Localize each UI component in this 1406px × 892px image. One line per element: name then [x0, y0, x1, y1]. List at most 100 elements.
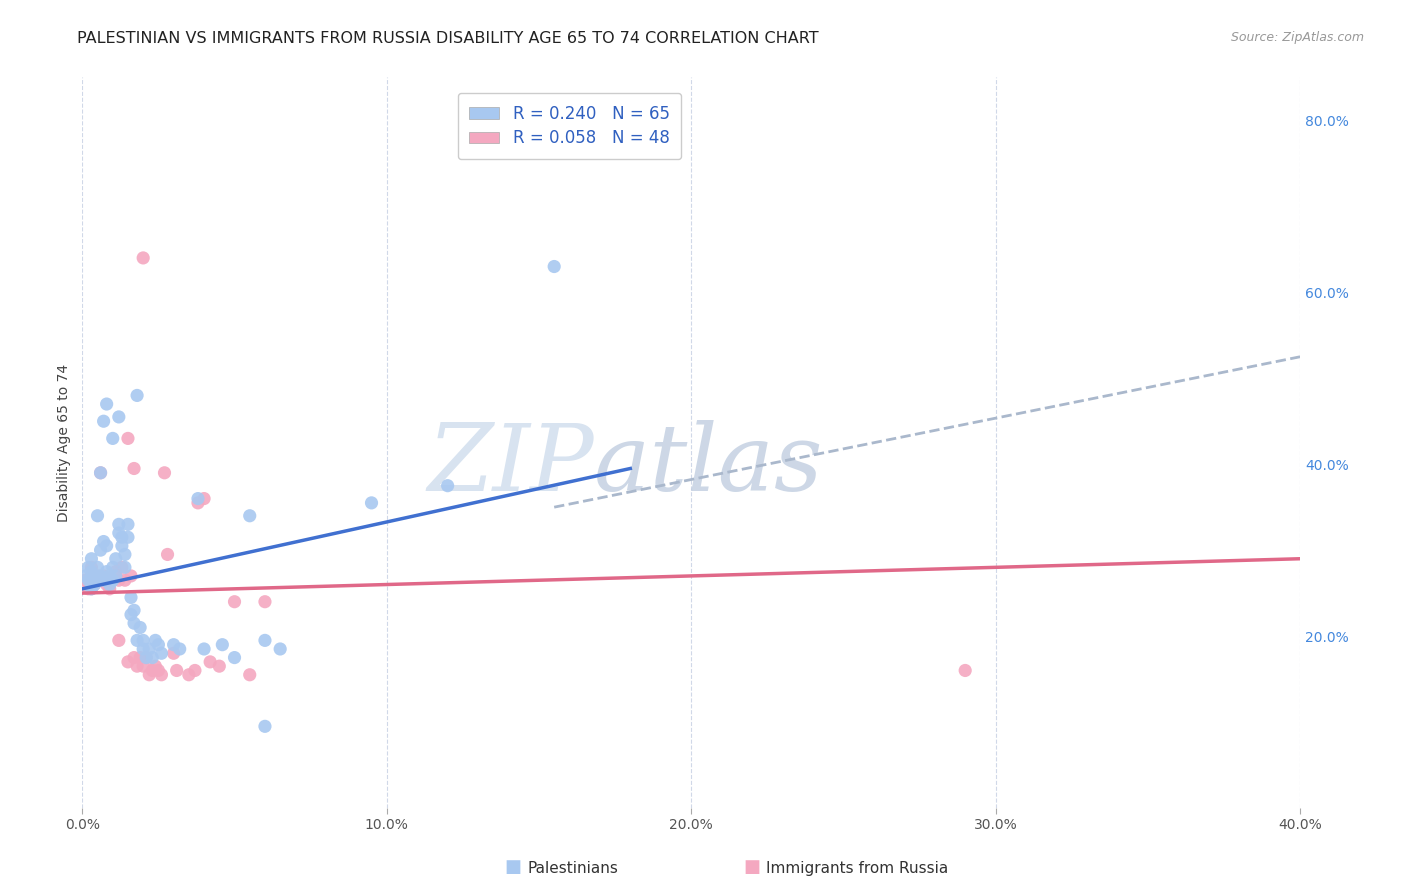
Point	[208, 659, 231, 673]
Point	[120, 607, 142, 622]
Point	[117, 517, 139, 532]
Point	[86, 569, 108, 583]
Point	[148, 664, 170, 678]
Point	[150, 667, 173, 681]
Point	[111, 539, 134, 553]
Point	[90, 569, 112, 583]
Point	[122, 616, 145, 631]
Point	[127, 388, 149, 402]
Point	[93, 569, 115, 583]
Point	[148, 638, 170, 652]
Point	[129, 620, 152, 634]
Point	[162, 638, 184, 652]
Point	[80, 582, 103, 596]
Point	[193, 491, 215, 506]
Point	[253, 595, 276, 609]
Point	[184, 664, 207, 678]
Point	[143, 633, 166, 648]
Point	[90, 543, 112, 558]
Point	[101, 431, 124, 445]
Point	[129, 650, 152, 665]
Point	[122, 603, 145, 617]
Y-axis label: Disability Age 65 to 74: Disability Age 65 to 74	[58, 364, 72, 522]
Point	[135, 650, 157, 665]
Point	[80, 560, 103, 574]
Point	[96, 577, 118, 591]
Point	[117, 655, 139, 669]
Point	[83, 569, 105, 583]
Point	[120, 591, 142, 605]
Point	[83, 577, 105, 591]
Point	[75, 569, 97, 583]
Text: PALESTINIAN VS IMMIGRANTS FROM RUSSIA DISABILITY AGE 65 TO 74 CORRELATION CHART: PALESTINIAN VS IMMIGRANTS FROM RUSSIA DI…	[77, 31, 818, 46]
Legend: R = 0.240   N = 65, R = 0.058   N = 48: R = 0.240 N = 65, R = 0.058 N = 48	[457, 93, 682, 159]
Point	[177, 667, 200, 681]
Point	[90, 573, 112, 587]
Point	[211, 638, 233, 652]
Point	[193, 642, 215, 657]
Point	[117, 530, 139, 544]
Point	[101, 560, 124, 574]
Point	[80, 551, 103, 566]
Point	[114, 560, 136, 574]
Point	[90, 466, 112, 480]
Point	[86, 573, 108, 587]
Point	[108, 525, 131, 540]
Point	[138, 642, 160, 657]
Point	[75, 573, 97, 587]
Point	[120, 569, 142, 583]
Point	[104, 569, 127, 583]
Point	[436, 478, 458, 492]
Point	[153, 466, 176, 480]
Point	[77, 560, 100, 574]
Point	[269, 642, 291, 657]
Point	[138, 667, 160, 681]
Point	[96, 397, 118, 411]
Point	[101, 573, 124, 587]
Point	[108, 409, 131, 424]
Point	[104, 551, 127, 566]
Point	[187, 491, 209, 506]
Point	[104, 565, 127, 579]
Point	[239, 667, 262, 681]
Point	[132, 659, 155, 673]
Point	[114, 548, 136, 562]
Point	[93, 534, 115, 549]
Point	[156, 548, 179, 562]
Text: Source: ZipAtlas.com: Source: ZipAtlas.com	[1230, 31, 1364, 45]
Point	[83, 569, 105, 583]
Point	[98, 577, 121, 591]
Point	[169, 642, 191, 657]
Point	[162, 646, 184, 660]
Point	[108, 573, 131, 587]
Point	[77, 582, 100, 596]
Point	[253, 719, 276, 733]
Point	[90, 466, 112, 480]
Text: ■: ■	[744, 858, 761, 876]
Point	[132, 633, 155, 648]
Point	[114, 573, 136, 587]
Point	[98, 569, 121, 583]
Point	[108, 517, 131, 532]
Point	[86, 560, 108, 574]
Point	[80, 565, 103, 579]
Text: ■: ■	[505, 858, 522, 876]
Text: Immigrants from Russia: Immigrants from Russia	[766, 861, 949, 876]
Point	[80, 569, 103, 583]
Point	[122, 461, 145, 475]
Point	[360, 496, 382, 510]
Point	[127, 659, 149, 673]
Text: ZIP: ZIP	[427, 419, 593, 509]
Point	[141, 664, 163, 678]
Point	[86, 508, 108, 523]
Point	[166, 664, 188, 678]
Text: Palestinians: Palestinians	[527, 861, 619, 876]
Point	[80, 582, 103, 596]
Point	[953, 664, 976, 678]
Point	[108, 633, 131, 648]
Point	[122, 650, 145, 665]
Point	[111, 530, 134, 544]
Point	[111, 560, 134, 574]
Text: atlas: atlas	[593, 419, 824, 509]
Point	[239, 508, 262, 523]
